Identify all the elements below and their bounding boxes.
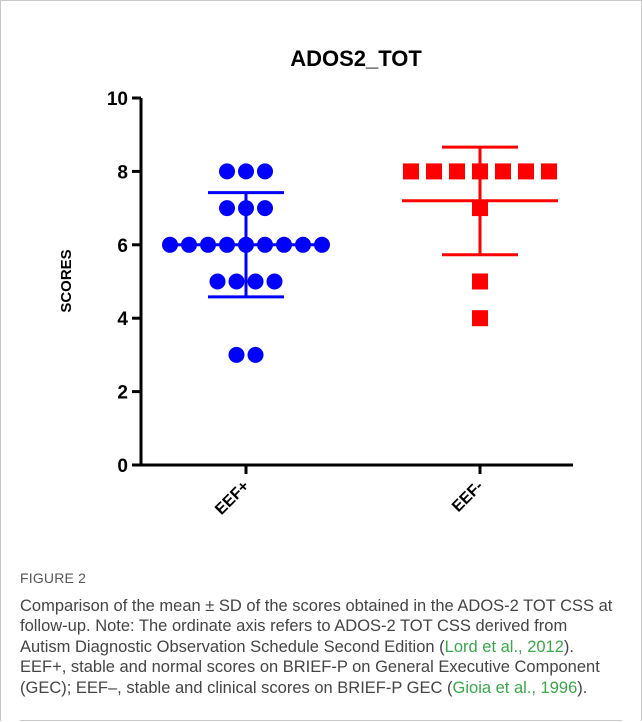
data-point bbox=[495, 163, 511, 180]
data-point bbox=[209, 273, 226, 290]
caption-text: ). EEF+, stable and normal scores on BRI… bbox=[20, 637, 600, 697]
data-point bbox=[228, 273, 245, 290]
data-point bbox=[541, 163, 557, 180]
y-tick-label: 4 bbox=[117, 309, 128, 330]
data-point bbox=[219, 163, 235, 180]
figure-label: FIGURE 2 bbox=[20, 570, 87, 586]
data-point bbox=[472, 273, 488, 290]
data-point bbox=[219, 200, 235, 217]
data-point bbox=[449, 163, 465, 180]
x-tick-label: EEF- bbox=[449, 478, 487, 516]
axes: 0 2 4 6 8 10 EEF+ EEF- bbox=[107, 89, 573, 518]
chart-title: ADOS2_TOT bbox=[290, 46, 422, 71]
data-marks bbox=[162, 145, 558, 363]
caption-citation-link[interactable]: Lord et al., 2012 bbox=[444, 637, 564, 656]
caption-text: ). bbox=[577, 678, 588, 697]
data-point bbox=[247, 273, 264, 290]
y-tick-label: 0 bbox=[117, 456, 128, 477]
data-point bbox=[266, 273, 283, 290]
caption-text: ± bbox=[205, 597, 215, 615]
x-tick-label: EEF+ bbox=[212, 478, 253, 519]
figure-caption: Comparison of the mean ± SD of the score… bbox=[20, 596, 620, 698]
y-tick-label: 2 bbox=[117, 383, 128, 404]
data-point bbox=[257, 200, 273, 217]
y-tick-label: 10 bbox=[107, 89, 128, 110]
data-point bbox=[228, 346, 245, 363]
scatter-chart: ADOS2_TOT SCORES 0 2 4 6 8 10 EEF+ EEF- bbox=[58, 46, 573, 518]
y-tick-label: 6 bbox=[117, 236, 128, 257]
data-point bbox=[426, 163, 442, 180]
y-tick-label: 8 bbox=[117, 162, 128, 183]
data-point bbox=[238, 163, 254, 180]
y-axis-label: SCORES bbox=[58, 249, 75, 312]
caption-text: SD of the scores obtained in the ADOS-2 … bbox=[20, 597, 613, 656]
data-point bbox=[472, 310, 488, 327]
data-point bbox=[247, 346, 264, 363]
data-point bbox=[518, 163, 534, 180]
caption-text: Comparison of the mean bbox=[20, 597, 206, 615]
data-point bbox=[403, 163, 419, 180]
caption-divider bbox=[20, 720, 622, 721]
caption-citation-link[interactable]: Gioia et al., 1996 bbox=[452, 678, 578, 697]
data-point bbox=[257, 163, 273, 180]
